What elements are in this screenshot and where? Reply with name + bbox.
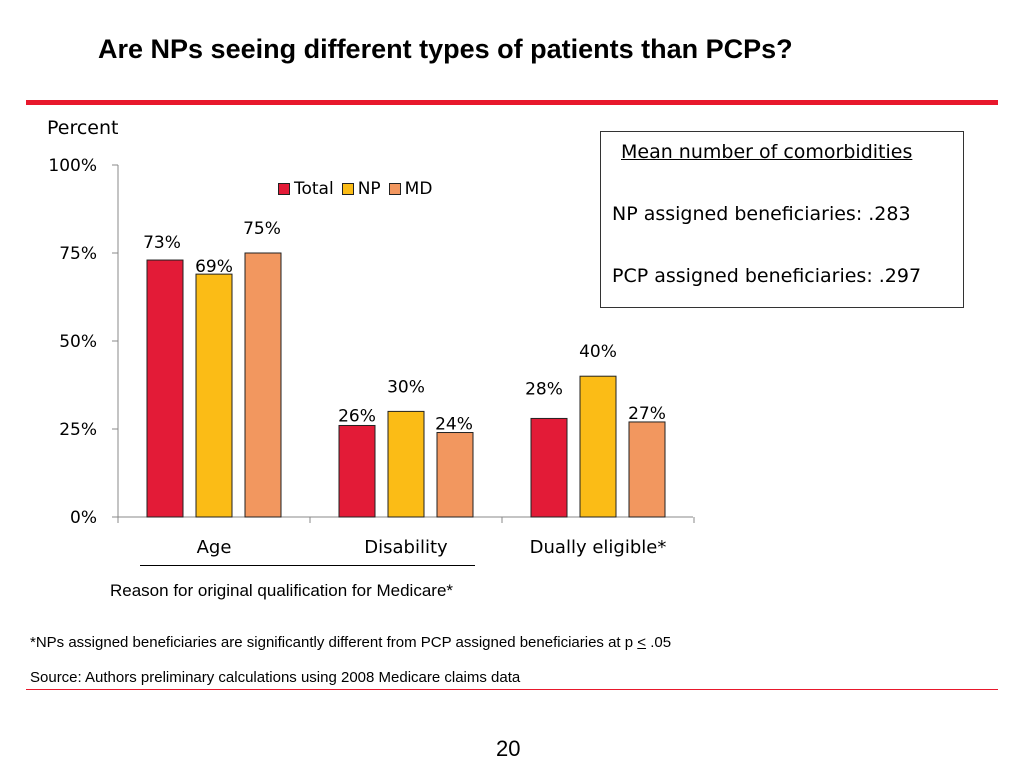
bar (146, 259, 184, 518)
bar (244, 252, 282, 518)
legend-item: MD (388, 179, 433, 199)
np-comorbidities: NP assigned beneficiaries: .283 (612, 203, 911, 225)
y-tick-label: 0% (70, 508, 97, 528)
legend-swatch (388, 183, 401, 195)
legend-swatch (341, 183, 354, 195)
footnote-threshold: .05 (646, 634, 672, 651)
x-tick-label: Disability (364, 537, 448, 558)
comorbidities-title: Mean number of comorbidities (621, 141, 913, 163)
data-label: 73% (143, 233, 181, 253)
y-tick-label: 50% (59, 332, 97, 352)
legend-label: MD (404, 179, 433, 199)
x-tick-label: Age (197, 537, 232, 558)
y-tick-label: 100% (48, 156, 97, 176)
pcp-comorbidities: PCP assigned beneficiaries: .297 (612, 265, 922, 287)
data-label: 27% (628, 404, 666, 424)
x-tick-label: Dually eligible* (530, 537, 667, 558)
bar (579, 375, 617, 518)
data-label: 30% (387, 377, 425, 397)
legend-item: NP (341, 179, 381, 199)
x-axis-title: Reason for original qualification for Me… (110, 581, 454, 600)
bar (387, 410, 425, 518)
chart-legend: Total NP MD (278, 179, 440, 199)
x-axis-title-rule (140, 565, 475, 566)
y-tick-label: 25% (59, 420, 97, 440)
data-label: 26% (338, 406, 376, 426)
bar (436, 432, 474, 518)
legend-label: NP (357, 179, 381, 199)
bar (338, 424, 376, 518)
bar (195, 273, 233, 518)
bottom-divider (26, 689, 998, 690)
page-number: 20 (496, 736, 521, 761)
data-label: 24% (435, 415, 473, 435)
legend-swatch (278, 183, 290, 195)
legend-label: Total (294, 179, 334, 199)
y-axis-label: Percent (47, 117, 119, 139)
data-label: 75% (243, 219, 281, 239)
significance-footnote: *NPs assigned beneficiaries are signific… (30, 634, 671, 651)
slide-title: Are NPs seeing different types of patien… (98, 34, 793, 64)
data-label: 40% (579, 342, 617, 362)
footnote-symbol: < (637, 634, 647, 651)
comorbidities-box: Mean number of comorbidities NP assigned… (600, 131, 964, 308)
source-note: Source: Authors preliminary calculations… (30, 669, 521, 686)
data-label: 28% (525, 379, 563, 399)
top-divider (26, 100, 998, 105)
data-label: 69% (195, 257, 233, 277)
bar (530, 417, 568, 518)
y-tick-label: 75% (59, 244, 97, 264)
bar (628, 421, 666, 518)
footnote-text: *NPs assigned beneficiaries are signific… (30, 634, 638, 651)
legend-item: Total (278, 179, 334, 199)
